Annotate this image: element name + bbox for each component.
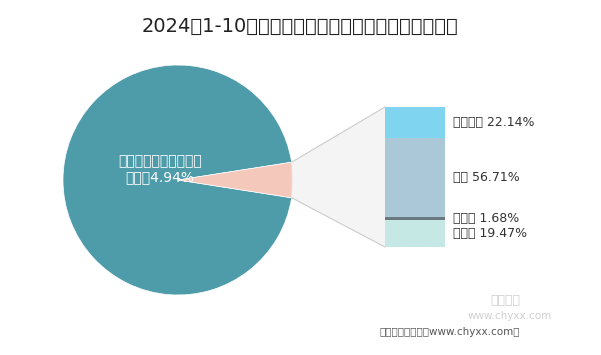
Text: 制图：智研咨询（www.chyxx.com）: 制图：智研咨询（www.chyxx.com） xyxy=(380,327,520,337)
Text: www.chyxx.com: www.chyxx.com xyxy=(468,311,552,321)
Text: 2024年1-10月四川省原保险保费收入类别对比统计图: 2024年1-10月四川省原保险保费收入类别对比统计图 xyxy=(142,17,459,36)
Text: 四川省保险保费占全国: 四川省保险保费占全国 xyxy=(118,154,202,168)
Bar xyxy=(385,138,445,217)
Polygon shape xyxy=(291,107,385,247)
Text: 智研咨询: 智研咨询 xyxy=(490,294,520,307)
Wedge shape xyxy=(178,162,293,198)
Text: 健康险 19.47%: 健康险 19.47% xyxy=(453,227,527,240)
Text: 财产保险 22.14%: 财产保险 22.14% xyxy=(453,116,534,129)
Bar xyxy=(385,217,445,220)
Bar xyxy=(385,107,445,138)
Text: 比重为4.94%: 比重为4.94% xyxy=(126,170,195,184)
Text: 意外险 1.68%: 意外险 1.68% xyxy=(453,212,519,225)
Wedge shape xyxy=(63,65,291,295)
Text: 寿险 56.71%: 寿险 56.71% xyxy=(453,171,520,184)
Bar xyxy=(385,220,445,247)
